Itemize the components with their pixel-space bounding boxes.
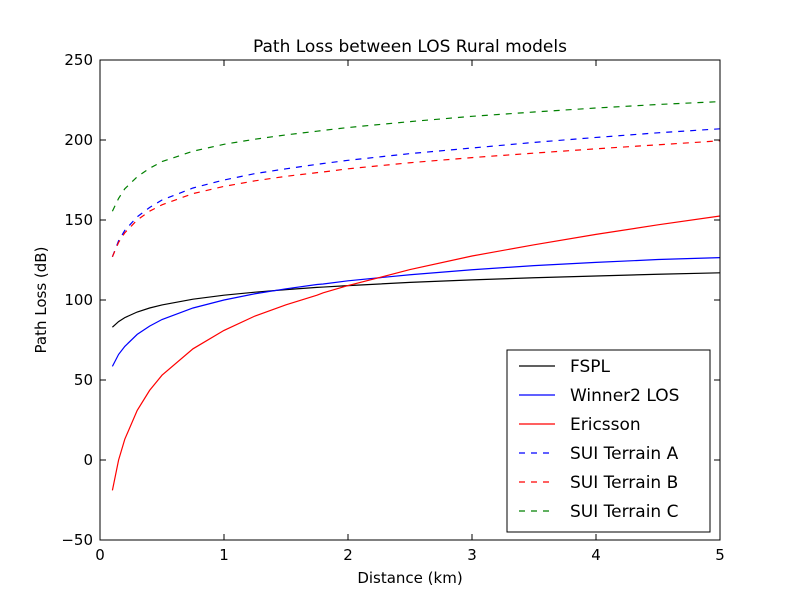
legend: FSPL Winner2 LOS Ericsson SUI Terrain A SUI … bbox=[506, 349, 711, 533]
legend-label: FSPL bbox=[570, 357, 611, 377]
y-tick-label: 250 bbox=[64, 51, 93, 69]
legend-label: SUI Terrain B bbox=[570, 473, 678, 493]
series-line-sui-terrain-c bbox=[111, 101, 720, 212]
legend-entry: SUI Terrain A bbox=[519, 444, 679, 464]
series-line-fspl bbox=[111, 272, 720, 328]
plot-area bbox=[111, 101, 720, 491]
x-tick-label: 3 bbox=[467, 546, 477, 564]
y-tick-label: 150 bbox=[64, 211, 93, 229]
chart-title: Path Loss between LOS Rural models bbox=[253, 37, 567, 57]
legend-box bbox=[506, 349, 711, 533]
legend-entry: Ericsson bbox=[519, 415, 641, 435]
legend-label: Winner2 LOS bbox=[570, 386, 679, 406]
legend-entry: SUI Terrain C bbox=[519, 502, 678, 522]
x-tick-label: 0 bbox=[95, 546, 105, 564]
y-tick-label: 200 bbox=[64, 131, 93, 149]
legend-label: Ericsson bbox=[570, 415, 641, 435]
series-line-sui-terrain-a bbox=[111, 128, 720, 258]
x-tick-label: 1 bbox=[219, 546, 229, 564]
legend-entry: Winner2 LOS bbox=[519, 386, 679, 406]
y-tick-label: −50 bbox=[61, 531, 93, 549]
x-tick-label: 5 bbox=[715, 546, 725, 564]
x-tick-label: 4 bbox=[591, 546, 601, 564]
series-line-winner2-los bbox=[111, 257, 720, 367]
y-axis-label: Path Loss (dB) bbox=[32, 247, 50, 354]
y-tick-label: 0 bbox=[83, 451, 93, 469]
x-tick-label: 2 bbox=[343, 546, 353, 564]
legend-entry: FSPL bbox=[519, 357, 611, 377]
legend-entry: SUI Terrain B bbox=[519, 473, 678, 493]
x-axis-label: Distance (km) bbox=[357, 569, 462, 587]
y-tick-label: 50 bbox=[74, 371, 93, 389]
y-tick-label: 100 bbox=[64, 291, 93, 309]
series-line-ericsson bbox=[111, 215, 720, 491]
legend-label: SUI Terrain A bbox=[570, 444, 679, 464]
legend-label: SUI Terrain C bbox=[570, 502, 678, 522]
